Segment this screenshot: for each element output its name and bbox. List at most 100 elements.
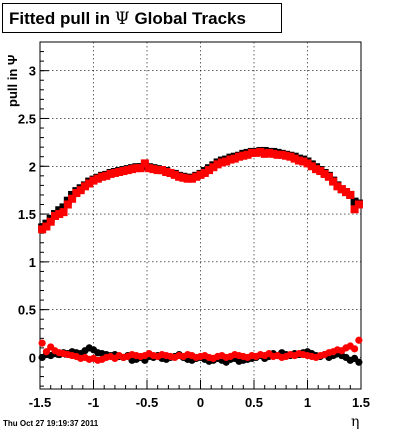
y-tick-label: 1.5 <box>18 207 36 222</box>
data-point-square <box>162 168 171 177</box>
data-point-square <box>342 188 351 197</box>
data-point-square <box>247 148 256 157</box>
data-point-circle <box>350 345 359 353</box>
data-point-square <box>110 168 119 177</box>
data-point-square <box>320 169 329 178</box>
data-point-square <box>277 150 286 159</box>
data-point-square <box>175 172 184 181</box>
data-point-square <box>243 150 252 159</box>
data-point-square <box>183 174 192 183</box>
data-point-square <box>196 170 205 179</box>
data-point-square <box>299 157 308 166</box>
data-point-square <box>157 166 166 175</box>
title-suffix: Global Tracks <box>134 9 246 28</box>
data-point-square <box>260 149 269 158</box>
data-point-square <box>329 177 338 186</box>
data-point-square <box>76 186 85 195</box>
x-tick-label: 0 <box>197 395 204 410</box>
data-point-square <box>235 152 244 161</box>
chart-title-box: Fitted pull in Ψ Global Tracks <box>2 3 282 33</box>
x-tick-label: 1 <box>304 395 311 410</box>
data-point-square <box>222 157 231 166</box>
x-tick-label: -1.5 <box>29 395 51 410</box>
data-point-square <box>166 168 175 177</box>
data-point-square <box>115 168 124 177</box>
data-point-square <box>93 174 102 183</box>
data-point-square <box>59 203 68 212</box>
data-point-square <box>192 172 201 181</box>
data-point-square <box>264 148 273 157</box>
data-point-square <box>269 149 278 158</box>
data-point-square <box>98 172 107 181</box>
data-point-square <box>303 159 312 168</box>
x-tick-label: -0.5 <box>136 395 158 410</box>
timestamp-footer: Thu Oct 27 19:19:37 2011 <box>3 419 99 428</box>
y-tick-label: 2 <box>29 159 36 174</box>
y-tick-label: 0 <box>29 350 36 365</box>
data-point-square <box>128 165 137 174</box>
data-point-square <box>337 185 346 194</box>
data-point-square <box>200 168 209 177</box>
y-tick-label: 3 <box>29 64 36 79</box>
data-point-square <box>252 148 261 157</box>
data-point-square <box>38 225 47 234</box>
y-tick-label: 0.5 <box>18 303 36 318</box>
x-tick-label: 1.5 <box>352 395 370 410</box>
data-point-square <box>72 189 81 198</box>
data-point-square <box>85 179 94 188</box>
data-point-square <box>324 172 333 181</box>
data-point-square <box>119 167 128 176</box>
title-symbol: Ψ <box>114 9 130 29</box>
data-point-square <box>46 217 55 226</box>
data-point-circle <box>355 358 363 366</box>
data-point-square <box>63 200 72 209</box>
data-point-square <box>213 160 222 169</box>
data-point-square <box>50 211 59 220</box>
data-point-square <box>217 158 226 167</box>
data-point-square <box>80 182 89 191</box>
data-point-square <box>316 167 325 176</box>
data-point-square <box>55 210 64 219</box>
data-point-square <box>346 190 355 199</box>
data-point-square <box>59 208 68 217</box>
data-point-square <box>282 151 291 160</box>
data-point-square <box>132 164 141 173</box>
data-point-square <box>354 200 363 209</box>
data-point-square <box>179 173 188 182</box>
title-main: Fitted pull in <box>9 9 111 28</box>
data-point-square <box>256 147 265 156</box>
data-point-square <box>145 164 154 173</box>
y-tick-label: 2.5 <box>18 111 36 126</box>
y-tick-label: 1 <box>29 255 36 270</box>
data-point-square <box>136 164 145 173</box>
data-point-square <box>149 165 158 174</box>
chart-title: Fitted pull in Ψ Global Tracks <box>9 9 246 29</box>
data-point-square <box>140 159 149 168</box>
data-point-square <box>307 162 316 171</box>
data-point-square <box>187 174 196 183</box>
data-point-square <box>42 222 51 231</box>
data-point-square <box>350 205 359 214</box>
data-point-square <box>290 154 299 163</box>
data-point-square <box>312 165 321 174</box>
data-point-square <box>350 197 359 206</box>
data-point-square <box>102 171 111 180</box>
x-axis-label: η <box>351 414 360 430</box>
x-tick-label: 0.5 <box>245 395 263 410</box>
x-tick-label: -1 <box>88 395 100 410</box>
data-point-square <box>333 182 342 191</box>
data-point-square <box>89 176 98 185</box>
data-point-square <box>170 170 179 179</box>
data-point-square <box>273 150 282 159</box>
data-point-square <box>209 163 218 172</box>
data-point-square <box>286 152 295 161</box>
data-point-square <box>239 151 248 160</box>
data-point-circle <box>355 336 363 344</box>
data-point-circle <box>42 348 51 356</box>
data-point-square <box>230 154 239 163</box>
data-point-square <box>294 156 303 165</box>
data-point-square <box>226 155 235 164</box>
data-point-circle <box>38 339 46 347</box>
data-point-square <box>106 169 115 178</box>
